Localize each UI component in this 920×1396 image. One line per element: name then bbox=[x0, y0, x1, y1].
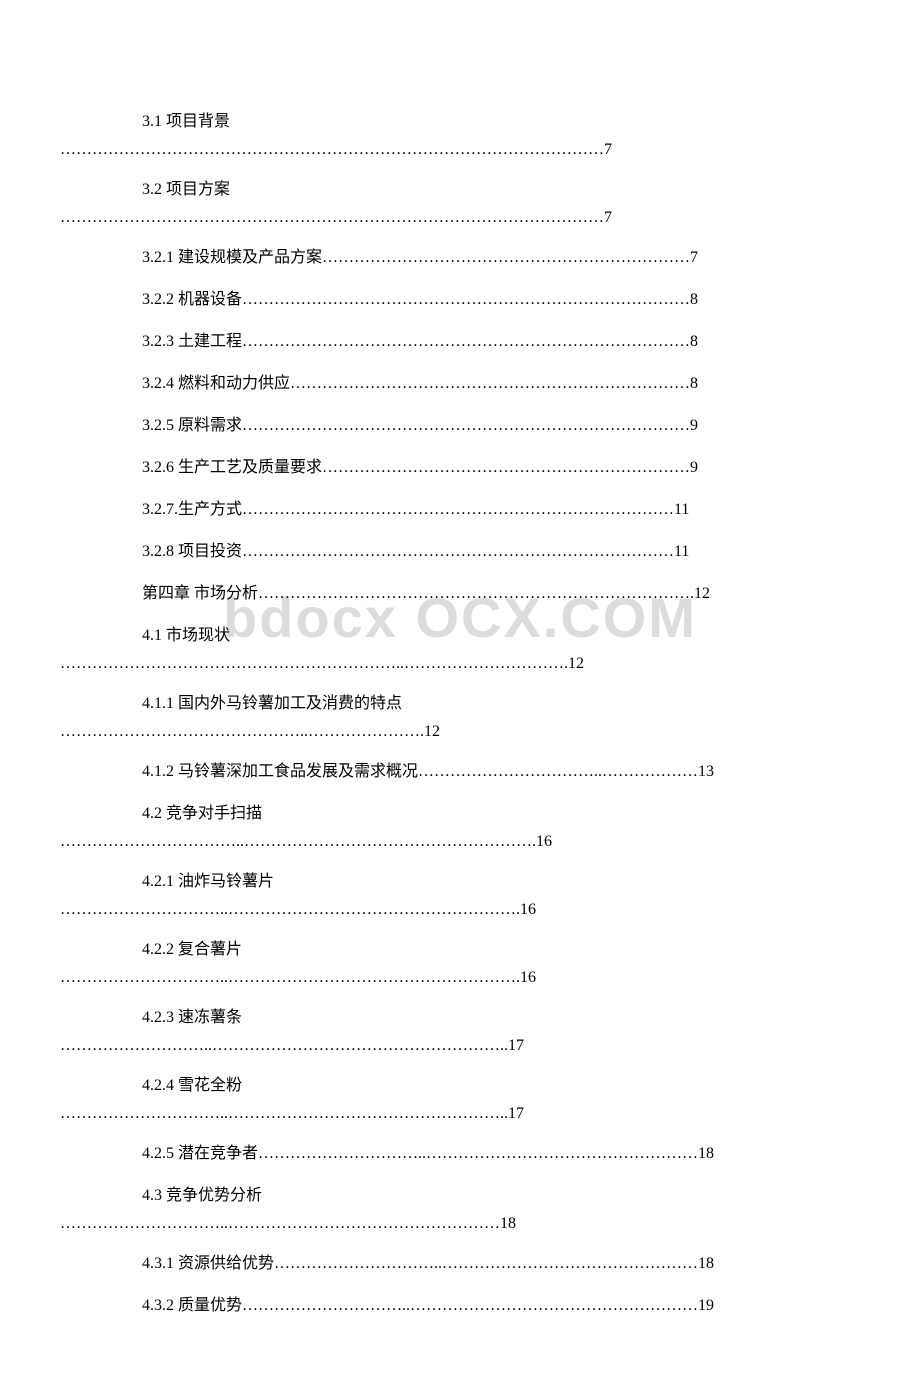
toc-entry: 4.2.4 雪花全粉 …………………………..…………………………………………….… bbox=[60, 1074, 860, 1126]
toc-entry-title: 4.1.1 国内外马铃薯加工及消费的特点 bbox=[60, 692, 860, 716]
toc-entry-title: 4.1 市场现状 bbox=[60, 624, 860, 648]
toc-entry-dots: ………………………………………………………..………………………….12 bbox=[60, 652, 860, 676]
toc-entry: 3.2.7.生产方式………………………………………………………………………11 bbox=[60, 498, 860, 522]
toc-entry-dots: …………………………..……………………………………………..17 bbox=[60, 1102, 860, 1126]
toc-entry-title: 4.3 竞争优势分析 bbox=[60, 1184, 860, 1208]
toc-entry: 3.2 项目方案 ……………………………………………………………………………………… bbox=[60, 178, 860, 230]
table-of-contents: 3.1 项目背景 ……………………………………………………………………………………… bbox=[60, 110, 860, 1318]
toc-entry: 第四章 市场分析……………………………………………………………………….12 bbox=[60, 582, 860, 606]
toc-entry: 3.2.2 机器设备…………………………………………………………………………8 bbox=[60, 288, 860, 312]
toc-entry-dots: …………………………..……………………………………………….16 bbox=[60, 898, 860, 922]
toc-entry: 4.3.1 资源供给优势…………………………..…………………………………………… bbox=[60, 1252, 860, 1276]
toc-entry: 4.1.2 马铃薯深加工食品发展及需求概况……………………………..………………… bbox=[60, 760, 860, 784]
toc-entry: 4.2.2 复合薯片 …………………………..………………………………………………… bbox=[60, 938, 860, 990]
toc-entry-dots: …………………………..……………………………………………18 bbox=[60, 1212, 860, 1236]
toc-entry: 4.3 竞争优势分析 …………………………..……………………………………………1… bbox=[60, 1184, 860, 1236]
toc-entry-title: 4.2.3 速冻薯条 bbox=[60, 1006, 860, 1030]
toc-entry: 3.2.5 原料需求…………………………………………………………………………9 bbox=[60, 414, 860, 438]
toc-entry-dots: …………………………………………………………………………………………7 bbox=[60, 206, 860, 230]
toc-entry: 4.1 市场现状 ………………………………………………………..………………………… bbox=[60, 624, 860, 676]
toc-entry: 3.2.3 土建工程…………………………………………………………………………8 bbox=[60, 330, 860, 354]
toc-entry: 4.2.3 速冻薯条 ………………………..……………………………………………….… bbox=[60, 1006, 860, 1058]
toc-entry-dots: ………………………..………………………………………………..17 bbox=[60, 1034, 860, 1058]
toc-entry-title: 3.1 项目背景 bbox=[60, 110, 860, 134]
toc-entry-title: 4.2.4 雪花全粉 bbox=[60, 1074, 860, 1098]
toc-entry: 3.1 项目背景 ……………………………………………………………………………………… bbox=[60, 110, 860, 162]
toc-entry: 4.1.1 国内外马铃薯加工及消费的特点 ………………………………………..………… bbox=[60, 692, 860, 744]
toc-entry: 3.2.6 生产工艺及质量要求……………………………………………………………9 bbox=[60, 456, 860, 480]
toc-entry: 3.2.1 建设规模及产品方案……………………………………………………………7 bbox=[60, 246, 860, 270]
toc-entry-title: 4.2.2 复合薯片 bbox=[60, 938, 860, 962]
page-content: 3.1 项目背景 ……………………………………………………………………………………… bbox=[0, 0, 920, 1396]
toc-entry-dots: ………………………………………..………………….12 bbox=[60, 720, 860, 744]
toc-entry-dots: …………………………………………………………………………………………7 bbox=[60, 138, 860, 162]
toc-entry-dots: …………………………..……………………………………………….16 bbox=[60, 966, 860, 990]
toc-entry-title: 3.2 项目方案 bbox=[60, 178, 860, 202]
toc-entry: 3.2.8 项目投资………………………………………………………………………11 bbox=[60, 540, 860, 564]
toc-entry: 4.2.5 潜在竞争者…………………………..……………………………………………… bbox=[60, 1142, 860, 1166]
toc-entry: 3.2.4 燃料和动力供应…………………………………………………………………8 bbox=[60, 372, 860, 396]
toc-entry: 4.2 竞争对手扫描 ……………………………..……………………………………………… bbox=[60, 802, 860, 854]
toc-entry-title: 4.2.1 油炸马铃薯片 bbox=[60, 870, 860, 894]
toc-entry: 4.2.1 油炸马铃薯片 …………………………..…………………………………………… bbox=[60, 870, 860, 922]
toc-entry-title: 4.2 竞争对手扫描 bbox=[60, 802, 860, 826]
toc-entry: 4.3.2 质量优势…………………………..………………………………………………… bbox=[60, 1294, 860, 1318]
toc-entry-dots: ……………………………..……………………………………………….16 bbox=[60, 830, 860, 854]
